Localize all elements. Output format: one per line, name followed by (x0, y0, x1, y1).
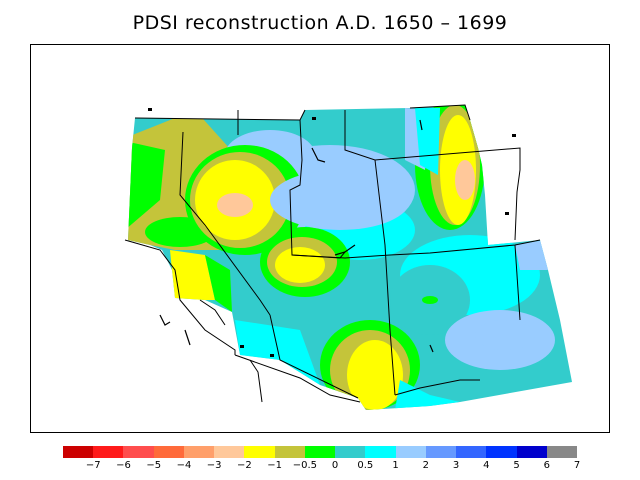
map-title: PDSI reconstruction A.D. 1650 – 1699 (132, 12, 508, 34)
legend-swatch (93, 446, 124, 458)
legend-tick-label: −0.5 (292, 460, 318, 471)
lake-outlines (159, 119, 434, 353)
legend-swatch (123, 446, 155, 458)
legend-swatch (244, 446, 276, 458)
legend-swatch (335, 446, 366, 458)
legend-tick-label: 2 (422, 460, 429, 471)
legend-tick-label: 5 (513, 460, 520, 471)
legend-swatch (395, 446, 427, 458)
legend-tick-label: 1 (392, 460, 399, 471)
legend-tick-label: −3 (206, 460, 222, 471)
legend-swatch (63, 446, 94, 458)
pdsi-field (128, 105, 572, 410)
legend-tick-label: 4 (483, 460, 490, 471)
legend-swatch (365, 446, 397, 458)
legend-tick-label: −1 (267, 460, 283, 471)
color-legend (63, 446, 578, 459)
legend-tick-label: −6 (116, 460, 131, 471)
small-islands (148, 108, 516, 357)
legend-tick-label: −7 (85, 460, 101, 471)
legend-tick-label: 3 (452, 460, 460, 471)
legend-tick-label: 7 (573, 460, 581, 471)
legend-swatch (456, 446, 487, 458)
legend-swatch (274, 446, 306, 458)
legend-tick-label: −5 (146, 460, 162, 471)
legend-swatch (486, 446, 518, 458)
legend-swatch (425, 446, 457, 458)
legend-tick-label: 0.5 (357, 460, 374, 471)
legend-swatch (304, 446, 336, 458)
legend-swatch (183, 446, 215, 458)
legend-ticks: −7 −6 −5 −4 −3 −2 −1 −0.5 0 0.5 1 2 3 4 5 6 7 (0, 460, 640, 476)
boundary-lines (124, 104, 541, 403)
legend-tick-label: −4 (176, 460, 192, 471)
legend-swatch (153, 446, 185, 458)
legend-swatch (214, 446, 245, 458)
legend-swatch (546, 446, 578, 458)
legend-tick-label: 0 (331, 460, 339, 471)
legend-tick-label: 6 (543, 460, 550, 471)
legend-swatch (516, 446, 548, 458)
legend-tick-label: −2 (237, 460, 252, 471)
